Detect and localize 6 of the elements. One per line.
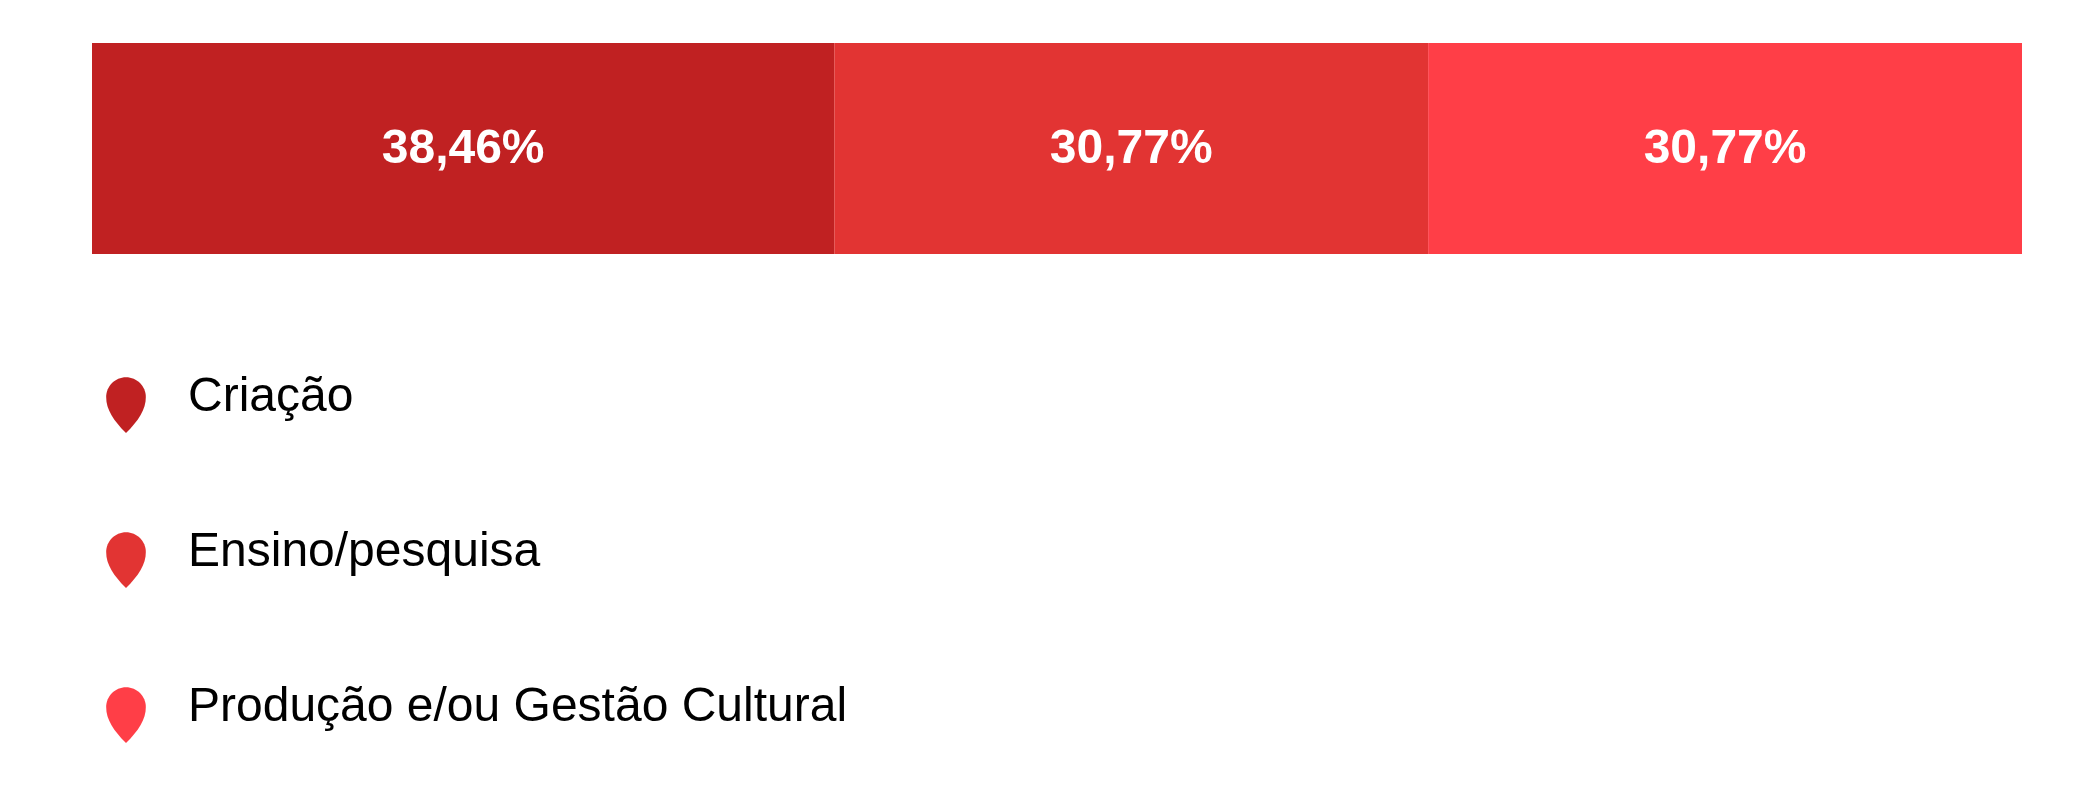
data-label: 38,46% xyxy=(381,119,545,173)
legend-label: Ensino/pesquisa xyxy=(188,523,541,576)
legend-label: Produção e/ou Gestão Cultural xyxy=(188,678,848,731)
data-label: 30,77% xyxy=(1049,119,1213,173)
legend-label: Criação xyxy=(188,368,354,421)
data-label: 30,77% xyxy=(1643,119,1807,173)
